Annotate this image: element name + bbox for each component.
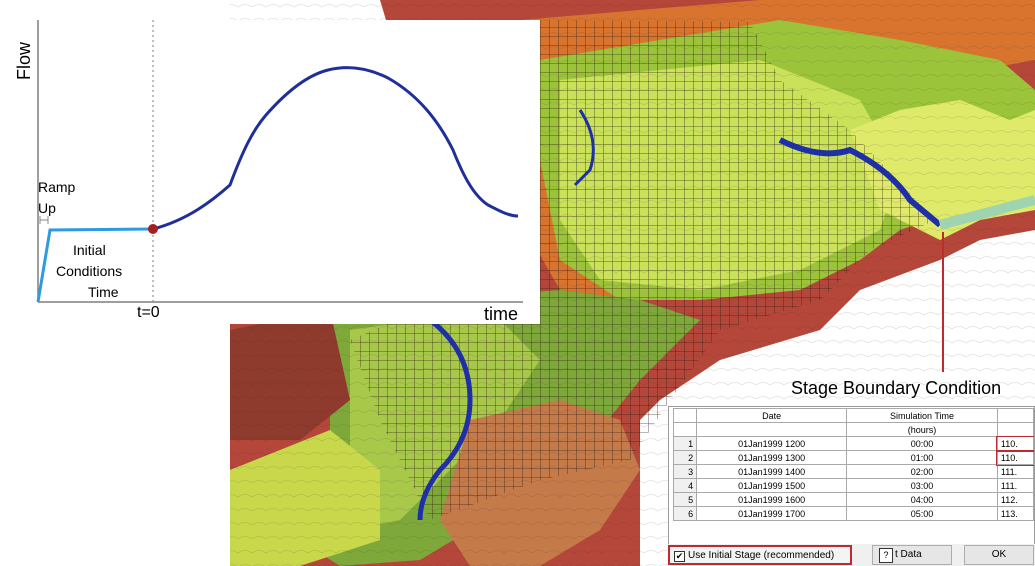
value-subheader bbox=[996, 422, 1034, 437]
date-cell[interactable]: 01Jan1999 1300 bbox=[696, 450, 848, 465]
table-row[interactable]: 4 01Jan1999 1500 03:00 111. bbox=[672, 478, 1034, 493]
stage-value-cell[interactable]: 110. bbox=[996, 449, 1034, 466]
date-cell[interactable]: 01Jan1999 1700 bbox=[696, 506, 848, 521]
stage-boundary-table: Date Simulation Time (hours) 1 01Jan1999… bbox=[672, 408, 1034, 521]
x-axis-label: time bbox=[484, 304, 519, 324]
use-initial-stage-checkbox[interactable]: ✔ bbox=[674, 551, 685, 562]
help-icon: ? bbox=[879, 548, 893, 563]
row-number: 6 bbox=[672, 506, 698, 521]
y-axis-label: Flow bbox=[14, 41, 34, 80]
flow-chart-panel: Flow Ramp Up Initial Conditions Time t=0… bbox=[8, 20, 540, 324]
plot-data-label: t Data bbox=[895, 549, 922, 560]
time-cell[interactable]: 00:00 bbox=[846, 436, 998, 451]
date-cell[interactable]: 01Jan1999 1200 bbox=[696, 436, 848, 451]
annotation-initial: Initial bbox=[73, 242, 106, 258]
date-cell[interactable]: 01Jan1999 1500 bbox=[696, 478, 848, 493]
table-subheader-row: (hours) bbox=[672, 422, 1034, 437]
dialog-button-bar: ✔ Use Initial Stage (recommended) ? t Da… bbox=[668, 544, 1035, 566]
time-cell[interactable]: 05:00 bbox=[846, 506, 998, 521]
ramp-up-bracket bbox=[39, 216, 49, 224]
stage-value-cell[interactable]: 113. bbox=[996, 506, 1034, 521]
simulation-time-column-header: Simulation Time bbox=[846, 408, 998, 423]
stage-value-cell[interactable]: 112. bbox=[996, 492, 1034, 507]
table-row[interactable]: 2 01Jan1999 1300 01:00 110. bbox=[672, 449, 1034, 466]
time-cell[interactable]: 01:00 bbox=[846, 450, 998, 465]
time-cell[interactable]: 02:00 bbox=[846, 464, 998, 479]
row-number: 1 bbox=[672, 436, 698, 451]
hours-subheader: (hours) bbox=[846, 422, 998, 437]
row-number-subheader bbox=[672, 422, 698, 437]
stage-boundary-title: Stage Boundary Condition bbox=[791, 378, 1002, 398]
row-number: 3 bbox=[672, 464, 698, 479]
date-cell[interactable]: 01Jan1999 1400 bbox=[696, 464, 848, 479]
date-column-header: Date bbox=[696, 408, 848, 423]
stage-boundary-table-panel: Date Simulation Time (hours) 1 01Jan1999… bbox=[668, 406, 1035, 566]
date-subheader bbox=[696, 422, 848, 437]
annotation-conditions: Conditions bbox=[56, 263, 123, 279]
plot-data-button[interactable]: ? t Data bbox=[872, 545, 952, 565]
row-number: 2 bbox=[672, 450, 698, 465]
use-initial-stage-label: Use Initial Stage (recommended) bbox=[688, 550, 835, 561]
flow-curve bbox=[152, 66, 519, 231]
stage-value-cell[interactable]: 111. bbox=[996, 478, 1034, 493]
table-row[interactable]: 6 01Jan1999 1700 05:00 113. bbox=[672, 506, 1034, 521]
annotation-time: Time bbox=[88, 284, 119, 300]
row-number-header bbox=[672, 408, 698, 423]
table-row[interactable]: 3 01Jan1999 1400 02:00 111. bbox=[672, 464, 1034, 479]
t0-point bbox=[148, 224, 158, 234]
ok-button[interactable]: OK bbox=[964, 545, 1034, 565]
annotation-up: Up bbox=[38, 200, 56, 216]
date-cell[interactable]: 01Jan1999 1600 bbox=[696, 492, 848, 507]
annotation-ramp: Ramp bbox=[38, 179, 76, 195]
value-column-header bbox=[996, 408, 1034, 423]
time-cell[interactable]: 04:00 bbox=[846, 492, 998, 507]
row-number: 5 bbox=[672, 492, 698, 507]
row-number: 4 bbox=[672, 478, 698, 493]
use-initial-stage-checkbox-row[interactable]: ✔ Use Initial Stage (recommended) bbox=[668, 545, 852, 565]
stage-value-cell[interactable]: 110. bbox=[996, 435, 1034, 452]
ramp-line bbox=[36, 227, 154, 303]
table-row[interactable]: 5 01Jan1999 1600 04:00 112. bbox=[672, 492, 1034, 507]
table-header-row: Date Simulation Time bbox=[672, 408, 1034, 423]
stage-value-cell[interactable]: 111. bbox=[996, 464, 1034, 479]
flow-chart bbox=[36, 20, 523, 303]
table-row[interactable]: 1 01Jan1999 1200 00:00 110. bbox=[672, 435, 1034, 452]
t0-label: t=0 bbox=[137, 304, 160, 321]
time-cell[interactable]: 03:00 bbox=[846, 478, 998, 493]
